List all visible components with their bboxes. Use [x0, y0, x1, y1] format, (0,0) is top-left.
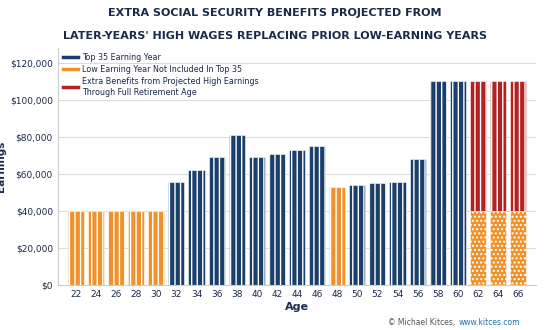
Bar [148, 211, 164, 285]
Bar [470, 81, 486, 211]
Bar [410, 159, 426, 285]
Bar [189, 170, 205, 285]
Bar [329, 187, 345, 285]
Bar [128, 211, 144, 285]
Bar [470, 211, 486, 285]
Bar [108, 211, 124, 285]
Legend: Top 35 Earning Year, Low Earning Year Not Included In Top 35, Extra Benefits fro: Top 35 Earning Year, Low Earning Year No… [62, 52, 260, 98]
Bar [168, 182, 184, 285]
Bar [208, 157, 224, 285]
X-axis label: Age: Age [285, 302, 309, 312]
Bar [450, 81, 466, 285]
Bar [490, 81, 506, 211]
Bar [88, 211, 104, 285]
Text: © Michael Kitces,: © Michael Kitces, [388, 318, 455, 327]
Bar [349, 185, 365, 285]
Bar [430, 81, 446, 285]
Y-axis label: Earnings: Earnings [0, 141, 6, 192]
Text: www.kitces.com: www.kitces.com [458, 318, 520, 327]
Bar [309, 146, 325, 285]
Bar [510, 211, 526, 285]
Bar [289, 150, 305, 285]
Bar [249, 157, 265, 285]
Text: EXTRA SOCIAL SECURITY BENEFITS PROJECTED FROM: EXTRA SOCIAL SECURITY BENEFITS PROJECTED… [108, 8, 442, 18]
Text: LATER-YEARS' HIGH WAGES REPLACING PRIOR LOW-EARNING YEARS: LATER-YEARS' HIGH WAGES REPLACING PRIOR … [63, 31, 487, 41]
Bar [490, 211, 506, 285]
Bar [370, 183, 386, 285]
Bar [68, 211, 84, 285]
Bar [389, 182, 405, 285]
Bar [229, 135, 245, 285]
Bar [510, 81, 526, 211]
Bar [269, 154, 285, 285]
